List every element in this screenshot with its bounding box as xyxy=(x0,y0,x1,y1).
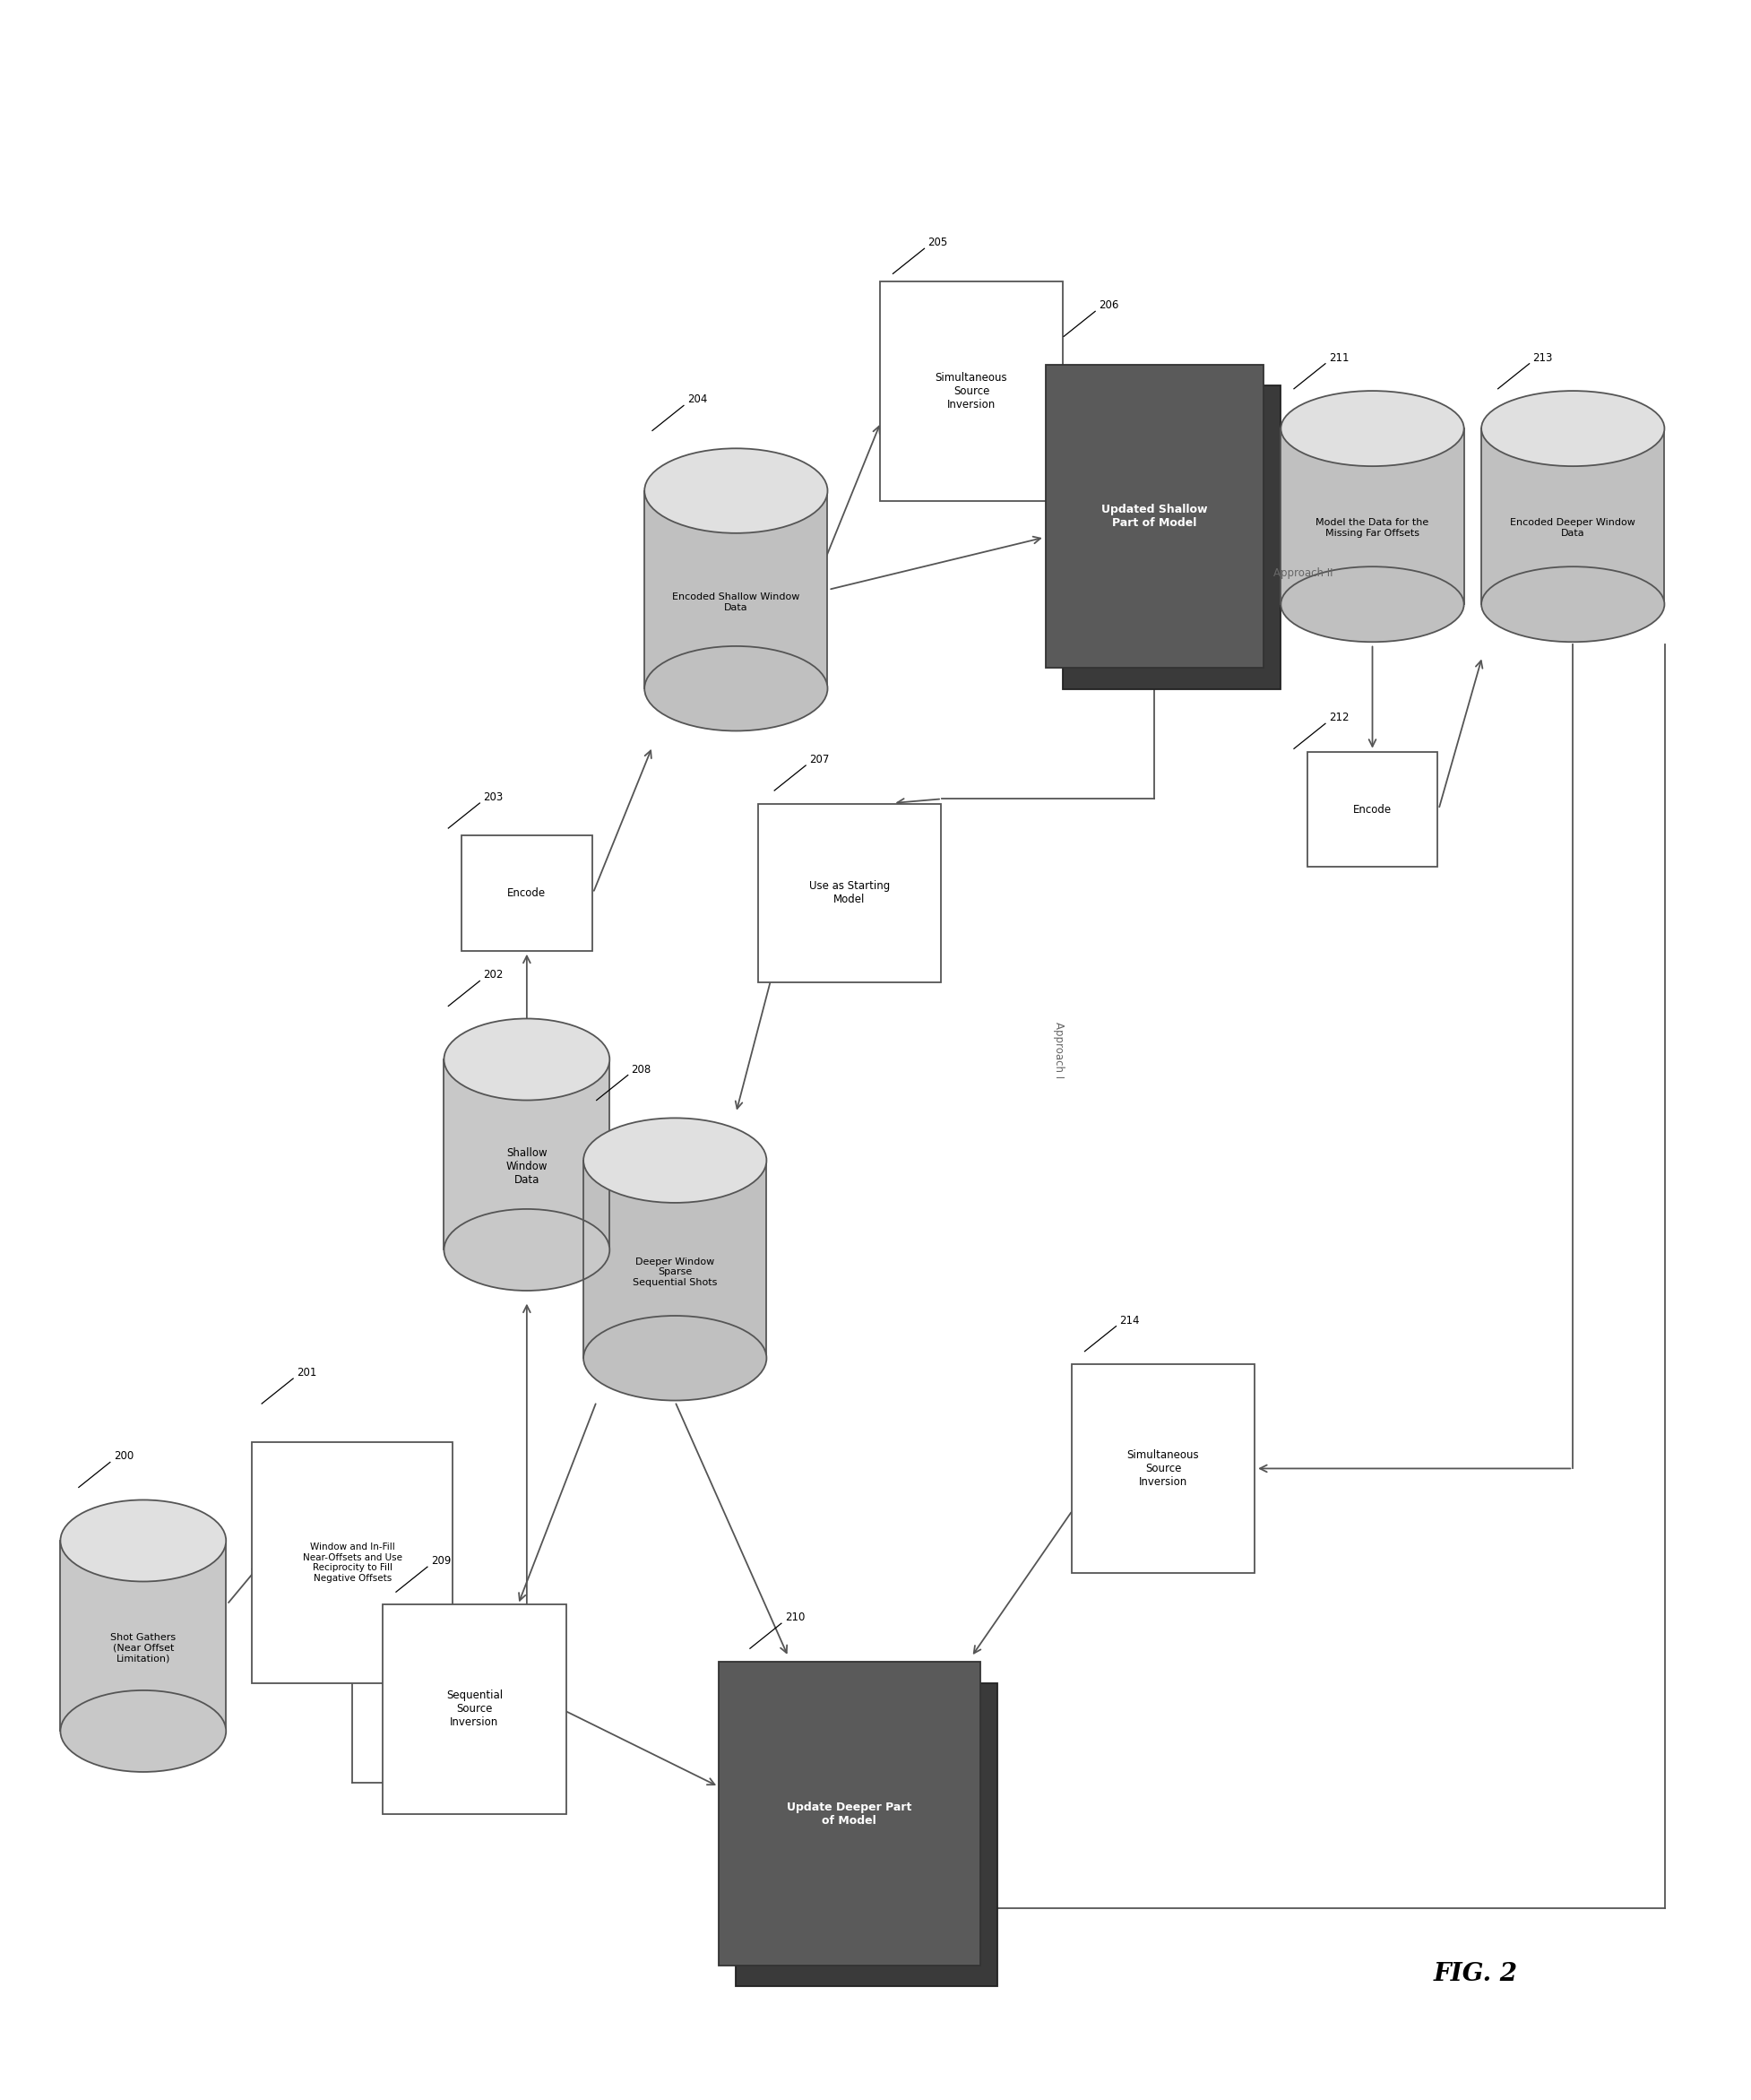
Ellipse shape xyxy=(644,647,828,731)
Text: Encoded Shallow Window
Data: Encoded Shallow Window Data xyxy=(672,592,800,611)
Ellipse shape xyxy=(1282,391,1464,466)
Text: 200: 200 xyxy=(114,1451,133,1462)
Text: Approach II: Approach II xyxy=(1273,567,1333,580)
Text: FIG. 2: FIG. 2 xyxy=(1434,1961,1518,1987)
Text: 212: 212 xyxy=(1329,712,1348,724)
Bar xyxy=(583,1161,767,1359)
Ellipse shape xyxy=(583,1117,767,1203)
Text: 213: 213 xyxy=(1532,353,1553,363)
Ellipse shape xyxy=(445,1018,609,1100)
Text: 211: 211 xyxy=(1329,353,1348,363)
Ellipse shape xyxy=(1282,567,1464,643)
Text: Shallow
Window
Data: Shallow Window Data xyxy=(506,1147,548,1186)
Text: Window and In-Fill
Near-Offsets and Use
Reciprocity to Fill
Negative Offsets: Window and In-Fill Near-Offsets and Use … xyxy=(303,1544,403,1583)
Bar xyxy=(445,1058,609,1250)
Bar xyxy=(1306,752,1438,867)
Text: Sequential
Source
Inversion: Sequential Source Inversion xyxy=(447,1690,503,1728)
Ellipse shape xyxy=(1481,391,1665,466)
Text: Encode: Encode xyxy=(1354,804,1392,815)
Text: 206: 206 xyxy=(1098,300,1119,311)
Text: Update Deeper Part
of Model: Update Deeper Part of Model xyxy=(786,1802,912,1827)
Bar xyxy=(1072,1363,1255,1573)
Text: Shot Gathers
(Near Offset
Limitation): Shot Gathers (Near Offset Limitation) xyxy=(110,1634,177,1663)
Ellipse shape xyxy=(445,1210,609,1292)
Text: 204: 204 xyxy=(686,395,707,405)
Text: Approach I: Approach I xyxy=(1052,1023,1065,1077)
Text: 202: 202 xyxy=(483,970,503,981)
Text: 205: 205 xyxy=(928,237,947,248)
Text: 209: 209 xyxy=(431,1556,452,1567)
Bar xyxy=(758,804,940,983)
Bar xyxy=(1063,386,1282,689)
Bar xyxy=(644,491,828,689)
Ellipse shape xyxy=(60,1499,226,1581)
Ellipse shape xyxy=(1481,567,1665,643)
Text: Deeper Window
Sparse
Sequential Shots: Deeper Window Sparse Sequential Shots xyxy=(632,1258,718,1287)
Text: 214: 214 xyxy=(1119,1315,1140,1327)
Text: Encoded Deeper Window
Data: Encoded Deeper Window Data xyxy=(1511,519,1635,538)
Bar xyxy=(1282,428,1464,605)
Text: Simultaneous
Source
Inversion: Simultaneous Source Inversion xyxy=(935,372,1007,410)
Text: Updated Shallow
Part of Model: Updated Shallow Part of Model xyxy=(1101,504,1208,529)
Bar xyxy=(462,836,592,951)
Bar xyxy=(1045,365,1264,668)
Bar xyxy=(1481,428,1665,605)
Text: 201: 201 xyxy=(296,1367,317,1378)
Bar xyxy=(383,1604,566,1814)
Text: 203: 203 xyxy=(483,792,503,802)
Bar xyxy=(252,1443,454,1682)
Text: Encode: Encode xyxy=(508,886,546,899)
Text: Model the Data for the
Missing Far Offsets: Model the Data for the Missing Far Offse… xyxy=(1315,519,1429,538)
Text: 210: 210 xyxy=(784,1611,805,1623)
Text: 207: 207 xyxy=(809,754,830,764)
Ellipse shape xyxy=(583,1317,767,1401)
Ellipse shape xyxy=(644,449,828,533)
Bar xyxy=(735,1682,998,1987)
Bar xyxy=(879,281,1063,500)
Ellipse shape xyxy=(60,1690,226,1772)
Text: 208: 208 xyxy=(632,1063,651,1075)
Text: Use as Starting
Model: Use as Starting Model xyxy=(809,880,890,905)
Bar xyxy=(60,1541,226,1730)
Text: Simultaneous
Source
Inversion: Simultaneous Source Inversion xyxy=(1128,1449,1199,1487)
Bar xyxy=(718,1661,981,1966)
